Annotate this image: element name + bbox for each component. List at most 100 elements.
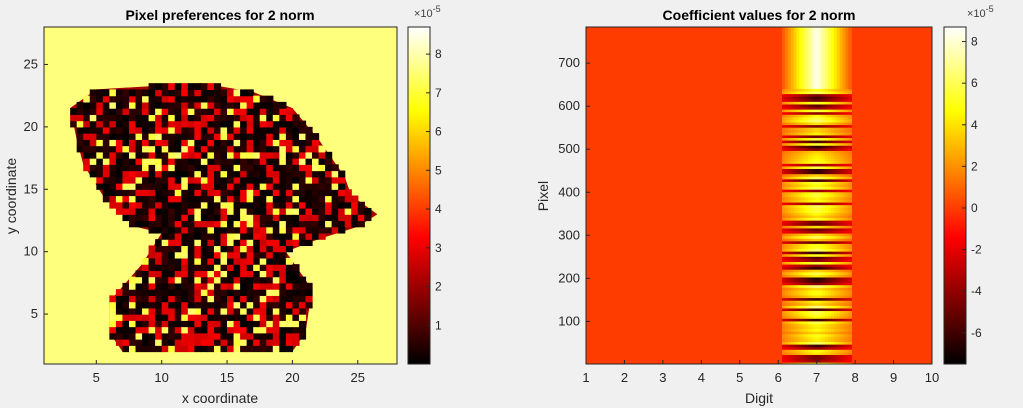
- right-band-cell: [787, 176, 792, 180]
- right-band-cell: [848, 145, 852, 149]
- left-heatmap-cell: [109, 183, 117, 190]
- right-band-cell: [790, 261, 795, 266]
- right-band-cell: [784, 138, 789, 142]
- right-band-cell: [825, 119, 829, 124]
- right-band-cell: [842, 354, 847, 359]
- right-band-cell: [836, 339, 841, 343]
- left-heatmap-cell: [96, 126, 104, 134]
- right-band-cell: [790, 287, 795, 292]
- right-band-cell: [793, 295, 798, 299]
- left-heatmap-cell: [115, 301, 124, 309]
- right-band-cell: [782, 336, 786, 341]
- right-band-cell: [839, 161, 844, 165]
- right-band-cell: [796, 259, 800, 263]
- left-heatmap-cell: [142, 89, 150, 97]
- left-heatmap-cell: [312, 201, 320, 209]
- right-band-cell: [842, 233, 847, 237]
- right-band-cell: [808, 342, 812, 346]
- right-band-cell: [822, 349, 826, 353]
- right-band-cell: [787, 94, 792, 98]
- left-heatmap-cell: [259, 245, 267, 253]
- left-heatmap-cell: [266, 332, 274, 340]
- left-heatmap-cell: [220, 170, 228, 178]
- left-heatmap-cell: [227, 195, 235, 203]
- right-band-cell: [839, 117, 844, 121]
- left-heatmap-cell: [220, 151, 228, 159]
- right-band-cell: [836, 145, 841, 149]
- right-band-cell: [784, 127, 789, 131]
- right-band-cell: [819, 290, 824, 294]
- right-band-cell: [787, 267, 792, 271]
- right-band-cell: [839, 295, 844, 299]
- left-heatmap-cell: [181, 307, 189, 315]
- right-band-cell: [796, 143, 800, 147]
- right-band-cell: [828, 189, 832, 193]
- left-heatmap-cell: [227, 164, 235, 172]
- right-band-cell: [831, 169, 835, 173]
- right-band-cell: [805, 94, 809, 98]
- right-band-cell: [819, 187, 824, 191]
- right-band-cell: [836, 251, 841, 255]
- right-band-cell: [790, 249, 795, 253]
- left-heatmap-cell: [272, 320, 280, 328]
- right-band-cell: [816, 158, 821, 162]
- right-band-cell: [793, 125, 798, 129]
- right-band-cell: [790, 360, 795, 364]
- right-band-cell: [802, 171, 806, 175]
- right-band-cell: [802, 362, 806, 364]
- left-heatmap-cell: [240, 151, 248, 159]
- left-heatmap-cell: [240, 214, 248, 222]
- right-band-cell: [828, 140, 832, 144]
- right-band-cell: [799, 153, 803, 157]
- right-band-cell: [793, 269, 798, 273]
- right-band-top-cell: [784, 27, 789, 89]
- right-band-cell: [816, 311, 821, 315]
- right-band-cell: [839, 169, 844, 173]
- right-band-cell: [784, 200, 789, 204]
- right-band-cell: [793, 174, 798, 178]
- right-band-cell: [825, 357, 829, 361]
- right-band-cell: [825, 140, 829, 144]
- left-heatmap-cell: [109, 151, 117, 159]
- right-band-cell: [828, 94, 832, 98]
- left-heatmap-cell: [83, 158, 91, 165]
- right-band-cell: [831, 187, 835, 191]
- right-band-cell: [816, 267, 821, 271]
- left-heatmap-cell: [259, 270, 267, 278]
- left-heatmap-cell: [292, 207, 300, 215]
- right-band-cell: [813, 238, 818, 242]
- right-band-cell: [787, 99, 792, 103]
- right-band-cell: [802, 313, 806, 317]
- right-band-cell: [842, 153, 847, 157]
- right-band-cell: [819, 274, 824, 279]
- left-heatmap-cell: [227, 89, 235, 97]
- right-band-cell: [831, 331, 835, 335]
- left-heatmap-cell: [187, 195, 195, 203]
- right-band-cell: [825, 274, 829, 279]
- right-band-cell: [782, 354, 786, 359]
- right-band-cell: [831, 282, 835, 286]
- right-band-cell: [810, 94, 815, 98]
- right-band-cell: [799, 342, 803, 346]
- right-band-cell: [839, 305, 844, 310]
- left-heatmap-cell: [253, 120, 261, 128]
- right-band-cell: [796, 339, 800, 343]
- right-band-cell: [845, 295, 849, 299]
- left-heatmap-cell: [109, 195, 117, 203]
- right-band-cell: [782, 295, 786, 299]
- left-heatmap-cell: [194, 108, 202, 115]
- left-heatmap-cell: [213, 170, 222, 178]
- right-band-cell: [833, 261, 838, 266]
- right-band-cell: [816, 236, 821, 240]
- right-band-cell: [802, 176, 806, 180]
- right-band-cell: [822, 238, 826, 242]
- right-band-cell: [784, 313, 789, 317]
- right-band-cell: [828, 349, 832, 353]
- left-heatmap-cell: [148, 195, 156, 203]
- right-band-cell: [831, 316, 835, 320]
- right-band-cell: [813, 109, 818, 113]
- right-band-cell: [845, 153, 849, 157]
- right-band-cell: [845, 308, 849, 312]
- right-band-cell: [831, 264, 835, 268]
- right-band-cell: [822, 215, 826, 219]
